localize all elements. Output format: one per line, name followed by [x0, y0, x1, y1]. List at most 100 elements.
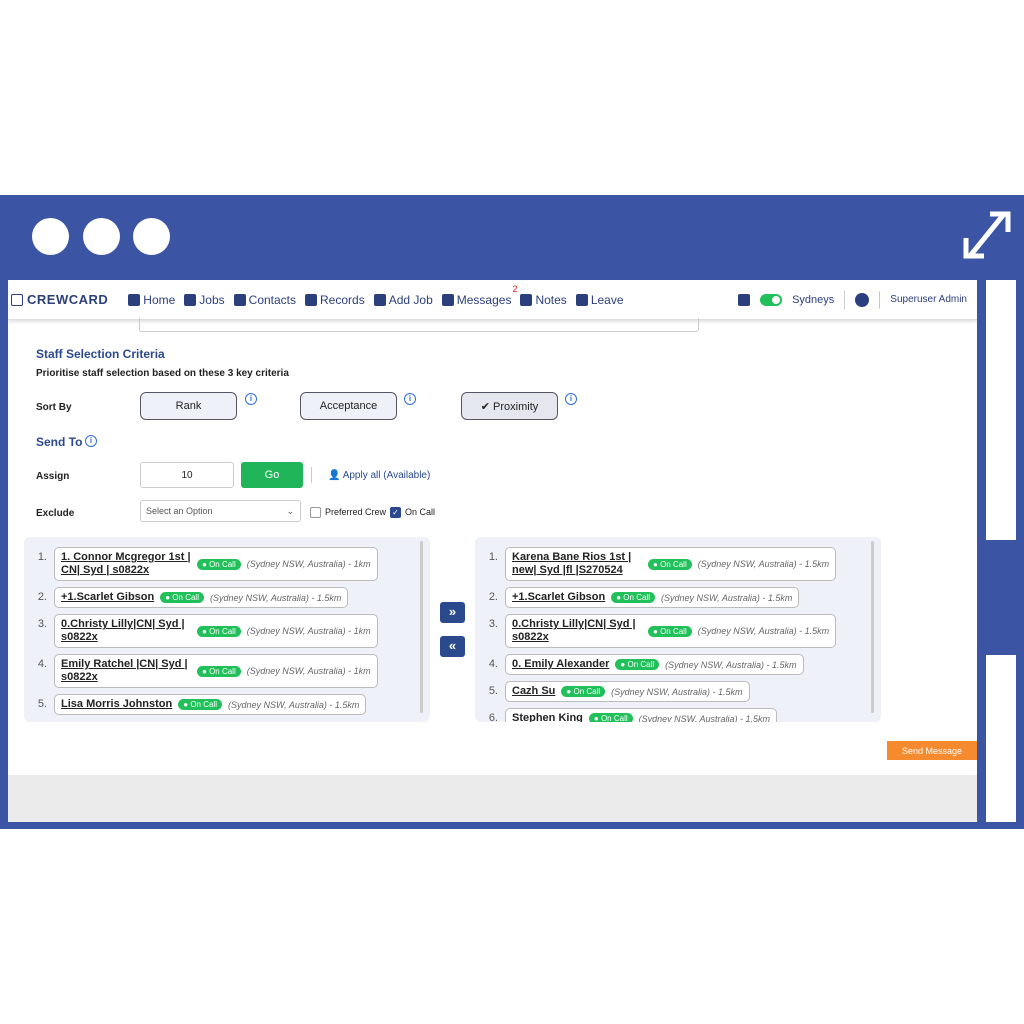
nav-item-contacts[interactable]: Contacts — [233, 293, 296, 307]
nav-item-add-job[interactable]: Add Job — [373, 292, 433, 307]
staff-row: 5. Lisa Morris Johnston ● On Call (Sydney N… — [32, 694, 430, 715]
logo[interactable]: CREWCARD — [11, 292, 108, 307]
send-to-title: Send To — [36, 435, 83, 449]
staff-name-link[interactable]: +1.Scarlet Gibson — [512, 591, 606, 603]
divider — [879, 290, 881, 309]
staff-name-link[interactable]: 0. Emily Alexander — [512, 658, 610, 670]
staff-card[interactable]: Karena Bane Rios 1st | new| Syd |fl |S27… — [505, 547, 837, 581]
scrollbar[interactable] — [871, 541, 874, 713]
nav-item-records[interactable]: Records — [305, 293, 365, 307]
staff-card[interactable]: 0.Christy Lilly|CN| Syd | s0822x ● On Cal… — [505, 614, 837, 648]
nav-label: Records — [320, 292, 365, 307]
info-icon[interactable]: i — [404, 393, 416, 405]
user-menu[interactable]: Superuser Admin — [890, 294, 967, 305]
user-check-icon: 👤 — [328, 470, 341, 481]
staff-location: (Sydney NSW, Australia) - 1.5km — [611, 686, 743, 697]
scrollbar[interactable] — [420, 541, 423, 713]
row-number: 6. — [488, 712, 498, 722]
chat-icon — [441, 293, 454, 306]
staff-card[interactable]: Cazh Su ● On Call (Sydney NSW, Australia) … — [505, 681, 750, 702]
staff-row: 3. 0.Christy Lilly|CN| Syd | s0822x ● On C… — [483, 614, 881, 648]
location-toggle[interactable] — [760, 293, 783, 306]
staff-location: (Sydney NSW, Australia) - 1.5km — [665, 659, 797, 670]
staff-name-link[interactable]: Karena Bane Rios 1st | new| Syd |fl |S27… — [512, 551, 632, 576]
on-call-badge: ● On Call — [197, 665, 241, 677]
info-icon[interactable]: i — [85, 435, 97, 447]
staff-card[interactable]: 0.Christy Lilly|CN| Syd | s0822x ● On Cal… — [54, 614, 378, 648]
exclude-select[interactable]: Select an Option ⌄ — [140, 500, 301, 522]
staff-card[interactable]: +1.Scarlet Gibson ● On Call (Sydney NSW, A… — [505, 587, 800, 608]
top-nav: CREWCARD Home Jobs Contacts Records Add Job M… — [8, 280, 977, 320]
info-icon[interactable]: i — [245, 393, 257, 405]
staff-card[interactable]: Lisa Morris Johnston ● On Call (Sydney NSW… — [54, 694, 367, 715]
staff-location: (Sydney NSW, Australia) - 1.5km — [697, 559, 830, 569]
staff-row: 2. +1.Scarlet Gibson ● On Call (Sydney NSW,… — [483, 587, 881, 608]
nav-item-jobs[interactable]: Jobs — [184, 292, 225, 307]
window-dot[interactable] — [83, 218, 120, 255]
staff-card[interactable]: Stephen King ● On Call (Sydney NSW, Austra… — [505, 708, 778, 722]
records-icon — [305, 293, 318, 306]
staff-card[interactable]: 1. Connor Mcgregor 1st | CN| Syd | s0822… — [54, 547, 378, 581]
available-staff-list: 1. 1. Connor Mcgregor 1st | CN| Syd | s08… — [24, 537, 430, 722]
staff-name-link[interactable]: 0.Christy Lilly|CN| Syd | s0822x — [512, 618, 636, 643]
preferred-crew-checkbox[interactable]: Preferred Crew — [310, 507, 387, 519]
preferred-crew-label: Preferred Crew — [325, 507, 387, 517]
move-right-button[interactable]: » — [440, 602, 465, 623]
staff-name-link[interactable]: Stephen King — [512, 712, 583, 722]
exclude-placeholder: Select an Option — [146, 506, 213, 516]
expand-icon[interactable] — [962, 210, 1012, 260]
window-dot[interactable] — [133, 218, 170, 255]
on-call-badge: ● On Call — [197, 625, 241, 637]
board-icon[interactable] — [738, 293, 751, 306]
staff-name-link[interactable]: +1.Scarlet Gibson — [61, 591, 155, 603]
staff-row: 3. 0.Christy Lilly|CN| Syd | s0822x ● On C… — [32, 614, 430, 648]
logo-text: CREWCARD — [27, 292, 109, 307]
on-call-text: On Call — [660, 559, 687, 569]
go-button[interactable]: Go — [241, 462, 303, 488]
notes-textarea[interactable] — [139, 318, 699, 332]
apply-all-link[interactable]: 👤 Apply all (Available) — [328, 470, 430, 481]
nav-item-home[interactable]: Home — [128, 293, 175, 307]
gear-icon[interactable] — [855, 292, 870, 307]
on-call-checkbox[interactable]: ✓ On Call — [390, 507, 435, 519]
move-left-button[interactable]: « — [440, 636, 465, 657]
staff-location: (Sydney NSW, Australia) - 1.5km — [209, 592, 342, 603]
row-number: 4. — [488, 658, 498, 670]
on-call-badge: ● On Call — [561, 686, 606, 697]
location-label: Sydneys — [792, 293, 835, 306]
on-call-badge: ● On Call — [160, 592, 204, 603]
staff-name-link[interactable]: 0.Christy Lilly|CN| Syd | s0822x — [61, 618, 185, 643]
staff-card[interactable]: +1.Scarlet Gibson ● On Call (Sydney NSW, A… — [54, 587, 349, 608]
calendar-icon — [575, 293, 588, 306]
contact-icon — [233, 293, 246, 306]
staff-name-link[interactable]: Emily Ratchel |CN| Syd | s0822x — [61, 658, 188, 683]
nav-item-messages[interactable]: Messages 2 — [441, 284, 517, 307]
section-title: Staff Selection Criteria — [36, 347, 165, 361]
staff-row: 1. Karena Bane Rios 1st | new| Syd |fl |S… — [483, 547, 881, 581]
staff-card[interactable]: Emily Ratchel |CN| Syd | s0822x ● On Call… — [54, 654, 378, 688]
sort-rank-button[interactable]: Rank — [140, 392, 237, 420]
staff-name-link[interactable]: Cazh Su — [512, 685, 556, 697]
assign-input[interactable]: 10 — [140, 462, 234, 488]
nav-label: Jobs — [199, 292, 225, 307]
on-call-badge: ● On Call — [178, 699, 222, 710]
staff-row: 4. 0. Emily Alexander ● On Call (Sydney NSW… — [483, 654, 881, 675]
info-icon[interactable]: i — [565, 393, 577, 405]
sort-acceptance-button[interactable]: Acceptance — [300, 392, 397, 420]
divider — [311, 467, 312, 483]
on-call-badge: ● On Call — [648, 558, 692, 570]
nav-item-leave[interactable]: Leave — [575, 293, 624, 307]
sort-proximity-button[interactable]: ✔ Proximity — [461, 392, 558, 420]
row-number: 3. — [37, 618, 47, 630]
staff-name-link[interactable]: Lisa Morris Johnston — [61, 698, 173, 710]
staff-card[interactable]: 0. Emily Alexander ● On Call (Sydney NSW, … — [505, 654, 804, 675]
row-number: 5. — [37, 698, 47, 710]
on-call-text: On Call — [660, 626, 687, 636]
row-number: 2. — [37, 591, 47, 603]
staff-name-link[interactable]: 1. Connor Mcgregor 1st | CN| Syd | s0822… — [61, 551, 191, 576]
sort-by-label: Sort By — [36, 402, 72, 413]
send-message-button[interactable]: Send Message — [887, 741, 977, 760]
window-dot[interactable] — [32, 218, 69, 255]
nav-item-notes[interactable]: Notes — [520, 293, 567, 307]
nav-label: Add Job — [388, 292, 433, 307]
